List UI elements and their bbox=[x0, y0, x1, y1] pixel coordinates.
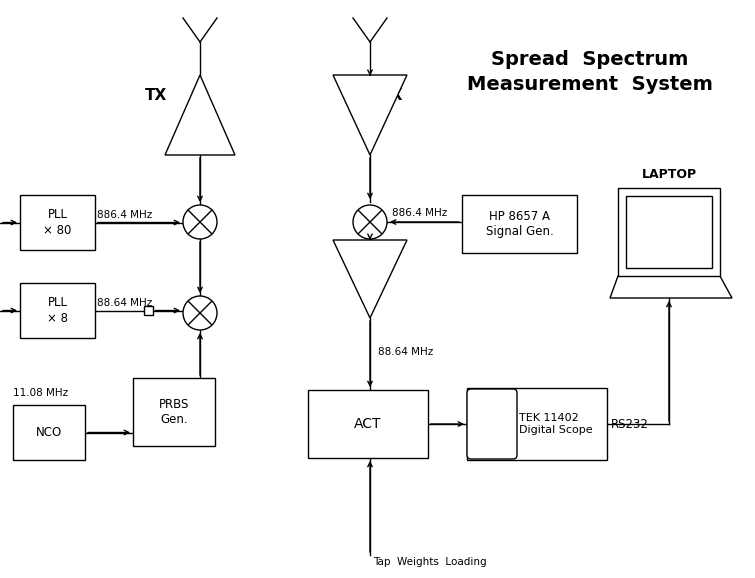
Text: Spread  Spectrum
Measurement  System: Spread Spectrum Measurement System bbox=[467, 50, 713, 94]
Text: PRBS
Gen.: PRBS Gen. bbox=[159, 398, 190, 426]
Bar bbox=[467, 388, 607, 460]
Bar bbox=[143, 306, 153, 315]
Text: NCO: NCO bbox=[36, 426, 62, 439]
Text: 11.08 MHz: 11.08 MHz bbox=[13, 388, 68, 398]
Bar bbox=[20, 283, 95, 338]
Text: RX: RX bbox=[380, 87, 403, 102]
Text: PLL
× 80: PLL × 80 bbox=[43, 209, 72, 236]
Polygon shape bbox=[333, 75, 407, 155]
Bar bbox=[626, 196, 712, 268]
Text: LAPTOP: LAPTOP bbox=[642, 168, 697, 180]
Text: RS232: RS232 bbox=[611, 417, 649, 431]
Text: TX: TX bbox=[145, 87, 168, 102]
Circle shape bbox=[353, 205, 387, 239]
Bar bbox=[618, 188, 720, 276]
Bar bbox=[133, 378, 215, 446]
Bar bbox=[20, 195, 95, 250]
Circle shape bbox=[183, 296, 217, 330]
Polygon shape bbox=[165, 75, 235, 155]
Polygon shape bbox=[610, 276, 732, 298]
Circle shape bbox=[183, 205, 217, 239]
Text: TEK 11402
Digital Scope: TEK 11402 Digital Scope bbox=[519, 413, 593, 435]
Text: ACT: ACT bbox=[354, 417, 382, 431]
Text: 88.64 MHz: 88.64 MHz bbox=[378, 347, 433, 357]
Text: Tap  Weights  Loading: Tap Weights Loading bbox=[373, 557, 487, 567]
Bar bbox=[13, 405, 85, 460]
Bar bbox=[462, 195, 577, 253]
Text: 88.64 MHz: 88.64 MHz bbox=[97, 298, 153, 307]
Polygon shape bbox=[333, 240, 407, 318]
Text: 886.4 MHz: 886.4 MHz bbox=[392, 208, 447, 218]
Text: HP 8657 A
Signal Gen.: HP 8657 A Signal Gen. bbox=[485, 210, 553, 238]
Text: PLL
× 8: PLL × 8 bbox=[47, 297, 68, 324]
FancyBboxPatch shape bbox=[467, 389, 517, 459]
Bar bbox=[308, 390, 428, 458]
Text: 886.4 MHz: 886.4 MHz bbox=[97, 209, 153, 220]
